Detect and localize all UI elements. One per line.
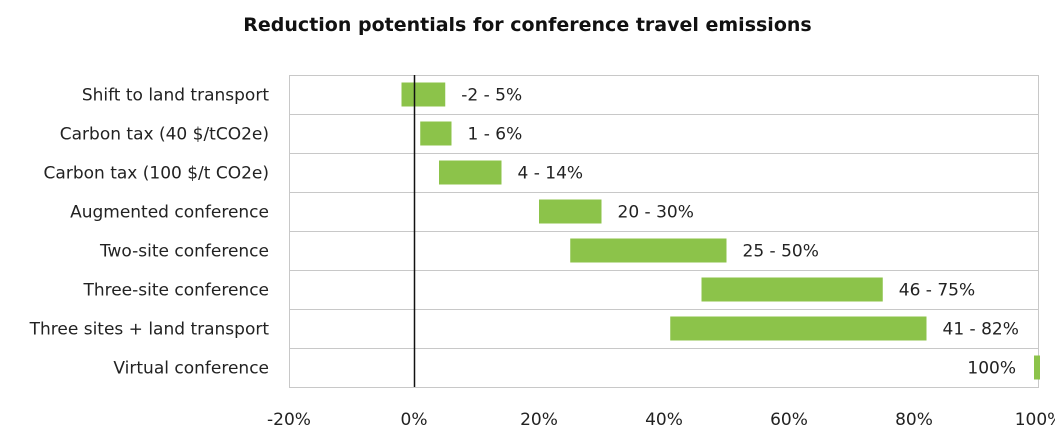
- range-bar: [439, 160, 502, 185]
- chart-title: Reduction potentials for conference trav…: [243, 14, 812, 36]
- data-label: -2 - 5%: [461, 86, 522, 106]
- x-tick-label: 0%: [401, 410, 428, 428]
- x-tick-label: 40%: [645, 410, 683, 428]
- data-label: 25 - 50%: [743, 242, 819, 262]
- category-label: Three sites + land transport: [29, 320, 270, 340]
- bars: [401, 82, 1040, 380]
- data-label: 100%: [967, 359, 1016, 379]
- range-bar: [401, 82, 446, 107]
- x-tick-label: 20%: [520, 410, 558, 428]
- category-label: Two-site conference: [99, 242, 269, 262]
- data-label: 41 - 82%: [943, 320, 1019, 340]
- category-label: Augmented conference: [70, 203, 269, 223]
- range-bar: [1034, 355, 1040, 380]
- category-label: Shift to land transport: [82, 86, 270, 106]
- category-label: Carbon tax (100 $/t CO2e): [44, 164, 269, 184]
- x-tick-label: 80%: [895, 410, 933, 428]
- range-bar: [701, 277, 883, 302]
- x-tick-label: 60%: [770, 410, 808, 428]
- data-label: 4 - 14%: [518, 164, 584, 184]
- category-label: Three-site conference: [82, 281, 269, 301]
- data-label: 1 - 6%: [468, 125, 523, 145]
- x-tick-label: -20%: [267, 410, 311, 428]
- grid-lines: [289, 75, 1039, 388]
- category-label: Virtual conference: [113, 359, 269, 379]
- range-bar: [539, 199, 602, 224]
- range-bar: [670, 316, 927, 341]
- data-label: 20 - 30%: [618, 203, 694, 223]
- labels: Shift to land transport -2 - 5% Carbon tax…: [29, 86, 1019, 379]
- axes: -20% 0% 20% 40% 60% 80% 100%: [267, 75, 1055, 428]
- range-bar: [420, 121, 452, 146]
- data-label: 46 - 75%: [899, 281, 975, 301]
- range-bar: [570, 238, 727, 263]
- category-label: Carbon tax (40 $/tCO2e): [60, 125, 269, 145]
- x-tick-label: 100%: [1015, 410, 1055, 428]
